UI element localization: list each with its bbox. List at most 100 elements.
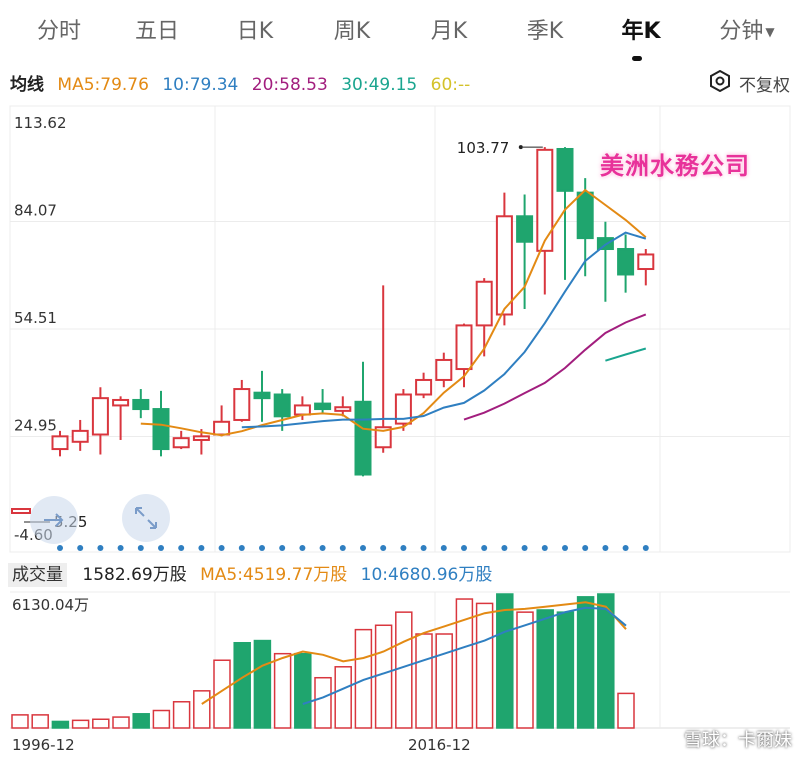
ma60-value: 60:--: [430, 75, 471, 95]
candle-body: [233, 388, 251, 421]
scroll-dot: [521, 545, 528, 551]
volume-bar: [71, 719, 90, 729]
candle-body: [71, 429, 89, 443]
candle-body: [475, 280, 493, 327]
tab-minute[interactable]: 分钟 ▼: [692, 14, 800, 50]
volume-ma5-line: [201, 601, 627, 705]
price-tick-label: 113.62: [14, 114, 67, 132]
ma5-line: [140, 188, 647, 437]
xueqiu-watermark: 雪球：卡爾妹: [684, 730, 792, 751]
volume-ma5: MA5:4519.77万股: [200, 565, 348, 585]
scroll-dot: [642, 545, 649, 551]
scroll-dot: [279, 545, 286, 551]
candle-body: [213, 420, 231, 436]
tab-five-day[interactable]: 五日: [134, 19, 179, 44]
candle-body: [172, 437, 190, 449]
volume-bar: [475, 602, 494, 729]
candle-body: [354, 400, 372, 476]
candle-body: [152, 408, 170, 451]
scroll-dot: [97, 545, 104, 551]
ma-label: 均线: [10, 75, 44, 95]
x-label-mid: 2016-12: [408, 736, 471, 754]
candle-body: [495, 215, 513, 316]
volume-bar: [354, 628, 373, 729]
scroll-dot: [77, 545, 84, 551]
expand-button[interactable]: [122, 494, 170, 542]
x-label-start: 1996-12: [12, 736, 75, 754]
volume-bar: [31, 714, 49, 729]
volume-bar: [597, 593, 615, 729]
scroll-dot: [541, 545, 548, 551]
ma20-line: [463, 313, 647, 421]
candle-body: [637, 253, 655, 271]
volume-bar: [617, 692, 635, 729]
tab-minute-label: 分钟: [719, 19, 764, 44]
tab-fenshi[interactable]: 分时: [36, 19, 81, 44]
ma-legend: 均线 MA5:79.76 10:79.34 20:58.53 30:49.15 …: [10, 72, 478, 98]
candle-body: [314, 402, 332, 411]
min-candle: [11, 508, 31, 514]
volume-legend: 成交量 1582.69万股 MA5:4519.77万股 10:4680.96万股: [0, 562, 500, 588]
volume-bars: [11, 593, 635, 729]
candle-body: [112, 398, 130, 407]
volume-bar: [273, 652, 292, 729]
scroll-dot: [57, 545, 63, 551]
scroll-dots: [57, 545, 649, 551]
scroll-dot: [137, 545, 144, 551]
tab-day-k[interactable]: 日K: [236, 19, 274, 44]
tab-month-k[interactable]: 月K: [430, 19, 468, 44]
scroll-dot: [299, 545, 306, 551]
volume-value: 1582.69万股: [82, 565, 187, 585]
tab-week-k[interactable]: 周K: [333, 19, 371, 44]
scroll-dot: [117, 545, 124, 551]
candle-body: [394, 393, 412, 425]
scroll-dot: [218, 545, 225, 551]
candles: 103.775.25: [11, 139, 655, 531]
tab-year-k[interactable]: 年K: [621, 19, 661, 44]
restore-toggle[interactable]: 不复权: [709, 69, 790, 102]
volume-bar: [172, 701, 191, 729]
ma20-value: 20:58.53: [251, 75, 328, 95]
caret-down-icon: ▼: [765, 25, 775, 39]
candle-body: [374, 426, 392, 449]
price-tick-label: 24.95: [14, 417, 57, 435]
volume-label: 成交量: [8, 563, 67, 587]
x-axis-labels: 1996-12 2016-12: [12, 736, 471, 754]
volume-bar: [152, 709, 171, 729]
scroll-dot: [259, 545, 265, 551]
candle-body: [455, 324, 473, 371]
candle-body: [334, 406, 352, 412]
scroll-dot: [380, 545, 387, 551]
scroll-dot: [440, 545, 447, 551]
volume-bar: [374, 624, 393, 729]
ma10-line: [241, 231, 647, 429]
scroll-dot: [501, 545, 508, 551]
volume-bar: [455, 598, 474, 729]
volume-ma-lines: [201, 601, 627, 705]
volume-bar: [576, 596, 595, 729]
candle-body: [516, 215, 534, 243]
volume-bar: [435, 633, 453, 729]
volume-bar: [132, 713, 150, 729]
arrow-right-icon: [44, 513, 64, 527]
volume-bar: [395, 611, 413, 729]
scroll-dot: [461, 545, 467, 551]
ma30-line: [605, 347, 647, 362]
active-tab-indicator: [632, 56, 642, 61]
volume-bar: [556, 611, 575, 729]
tab-quarter-k[interactable]: 季K: [526, 19, 564, 44]
volume-bar: [516, 611, 534, 729]
scroll-dot: [319, 545, 326, 551]
candle-body: [415, 378, 433, 396]
scroll-dot: [602, 545, 609, 551]
scroll-dot: [400, 545, 407, 551]
volume-bar: [112, 716, 130, 729]
scroll-dot: [622, 545, 629, 551]
period-tabs: 分时 五日 日K 周K 月K 季K 年K 分钟 ▼: [0, 0, 800, 64]
volume-bar: [334, 666, 352, 729]
volume-bar: [294, 652, 312, 729]
scroll-left-button[interactable]: [30, 496, 78, 544]
scroll-dot: [339, 545, 346, 551]
settings-hex-icon: [709, 69, 731, 102]
